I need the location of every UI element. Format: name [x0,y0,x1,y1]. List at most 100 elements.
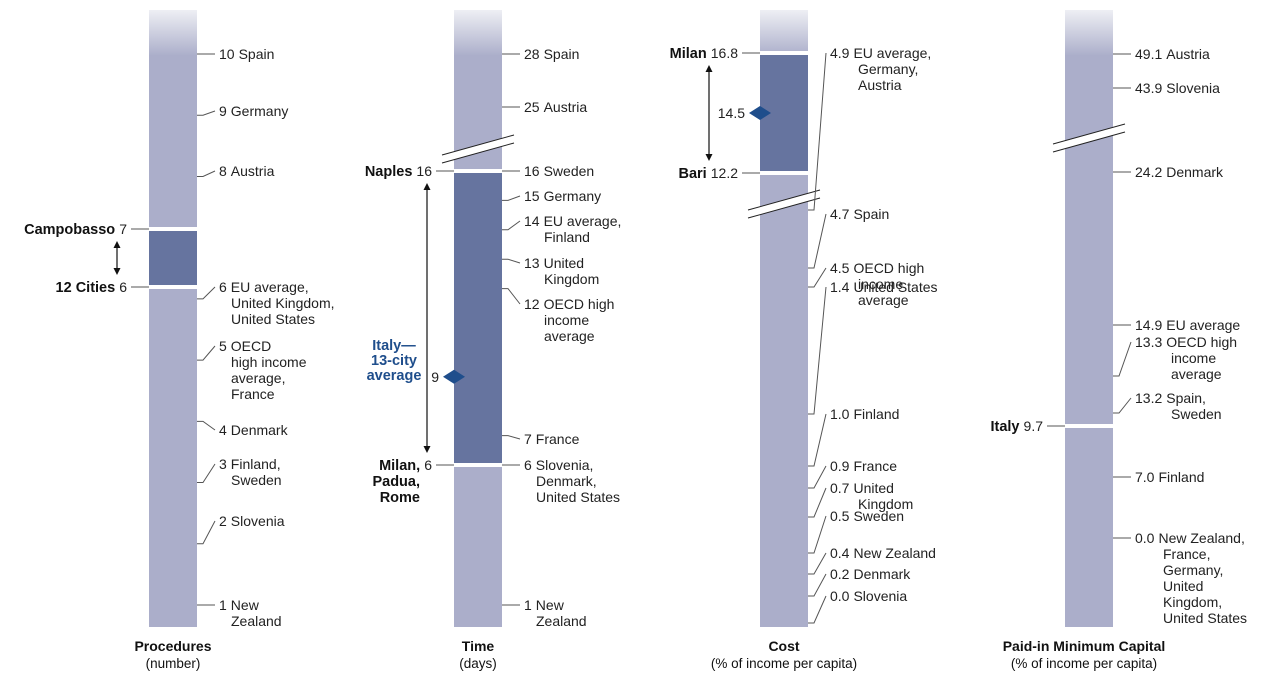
leader-line [808,413,827,467]
leader-line [808,52,827,211]
city-name: Italy [990,419,1023,435]
panel-4: 49.1 Austria 43.9 Slovenia 24.2 Denmark 14.9 EU… [990,10,1247,671]
average-diamond [443,369,465,384]
average-value: 9 [431,369,439,385]
comparator-value: 1 [219,597,227,613]
leader-line [197,520,216,545]
comparator-label: 4.9 EU average, Germany, Austria [830,45,931,93]
comparator-value: 0.9 [830,458,850,474]
comparator-name: Finland [853,406,899,422]
comparator-label: 28 Spain [524,46,579,62]
leader-line [808,573,827,597]
comparator-name: high income [231,354,307,370]
city-value: 7 [119,221,127,237]
comparator-name: OECD high [1166,334,1237,350]
comparator-value: 2 [219,513,227,529]
range-divider [454,169,502,173]
comparator-label: 3 Finland, Sweden [219,456,282,488]
comparator-name: EU average, [544,213,622,229]
comparator-label: 1.4 United States [830,279,938,295]
comparator-value: 1 [524,597,532,613]
average-label: 13-city [371,353,417,369]
comparator-value: 0.2 [830,566,850,582]
comparator-value: 25 [524,99,540,115]
comparator-value: 5 [219,338,227,354]
comparator-value: 3 [219,456,227,472]
city-name: Milan, [379,458,424,474]
comparator-value: 0.4 [830,545,850,561]
comparator-value: 0.0 [1135,530,1155,546]
leader-line [808,515,827,554]
comparator-name: New Zealand [853,545,936,561]
comparator-value: 49.1 [1135,46,1162,62]
comparator-value: 14 [524,213,540,229]
axis-break [748,190,820,218]
city-label: 12 Cities 6 [56,279,128,296]
comparator-name: average, [231,370,285,386]
comparator-label: 5 OECD high income average, France [219,338,307,402]
city-value: 16.8 [711,45,738,61]
range-highlight [149,229,197,287]
axis-break-line [747,189,821,211]
comparator-label: 13 United Kingdom [524,255,599,287]
arrow-head [705,154,713,161]
range-divider [454,463,502,467]
city-label: Campobasso 7 [24,221,127,238]
comparator-name: Sweden [544,163,595,179]
comparator-value: 0.7 [830,480,850,496]
comparator-name: Sweden [853,508,904,524]
range-divider [149,285,197,289]
comparator-name: Spain [544,46,580,62]
comparator-value: 8 [219,163,227,179]
comparator-name: Slovenia [1166,80,1220,96]
leader-line [502,258,521,264]
city-label: Bari 12.2 [679,165,739,182]
panel-subtitle: (days) [459,656,497,671]
city-label: Milan, 6 [379,457,432,474]
leader-line [197,345,216,361]
comparator-name: France [536,431,580,447]
panel-subtitle: (% of income per capita) [1011,656,1157,671]
arrow-head [113,241,121,248]
comparator-name: France [231,386,275,402]
city-name: Rome [380,490,420,506]
comparator-value: 6 [219,279,227,295]
comparator-name: Kingdom, [1163,594,1222,610]
comparator-label: 4.7 Spain [830,206,889,222]
arrow-head [423,183,431,190]
leader-line [808,595,827,624]
leader-line [1113,397,1132,414]
comparator-name: Finland [1158,469,1204,485]
comparator-name: United States [1163,610,1247,626]
city-value: 12.2 [711,165,738,181]
average-label: average [367,368,422,384]
comparator-value: 6 [524,457,532,473]
comparator-name: United [853,480,893,496]
comparator-value: 43.9 [1135,80,1162,96]
comparator-name: average [1171,366,1222,382]
comparator-name: OECD high [853,260,924,276]
leader-line [808,552,827,575]
comparator-name: Germany [231,103,289,119]
leader-line [197,110,216,116]
panel-3: 4.9 EU average, Germany, Austria 4.7 Spain 4.5… [670,10,938,671]
comparator-value: 4 [219,422,227,438]
leader-line [1113,341,1132,377]
leader-line [808,286,827,415]
comparator-label: 8 Austria [219,163,275,179]
comparator-name: Denmark [853,566,911,582]
comparator-name: EU average [1166,317,1240,333]
bar-fade-top [1065,10,1113,56]
comparator-label: 43.9 Slovenia [1135,80,1220,96]
comparator-name: United Kingdom, [231,295,335,311]
comparator-name: Spain [239,46,275,62]
axis-break [1053,124,1125,152]
comparator-value: 1.4 [830,279,850,295]
comparator-label: 13.3 OECD high income average [1135,334,1237,382]
comparator-name: Kingdom [544,271,599,287]
comparator-name: France, [1163,546,1210,562]
arrow-head [705,65,713,72]
city-name: Campobasso [24,222,119,238]
comparator-value: 28 [524,46,540,62]
bar-fade-top [454,10,502,56]
